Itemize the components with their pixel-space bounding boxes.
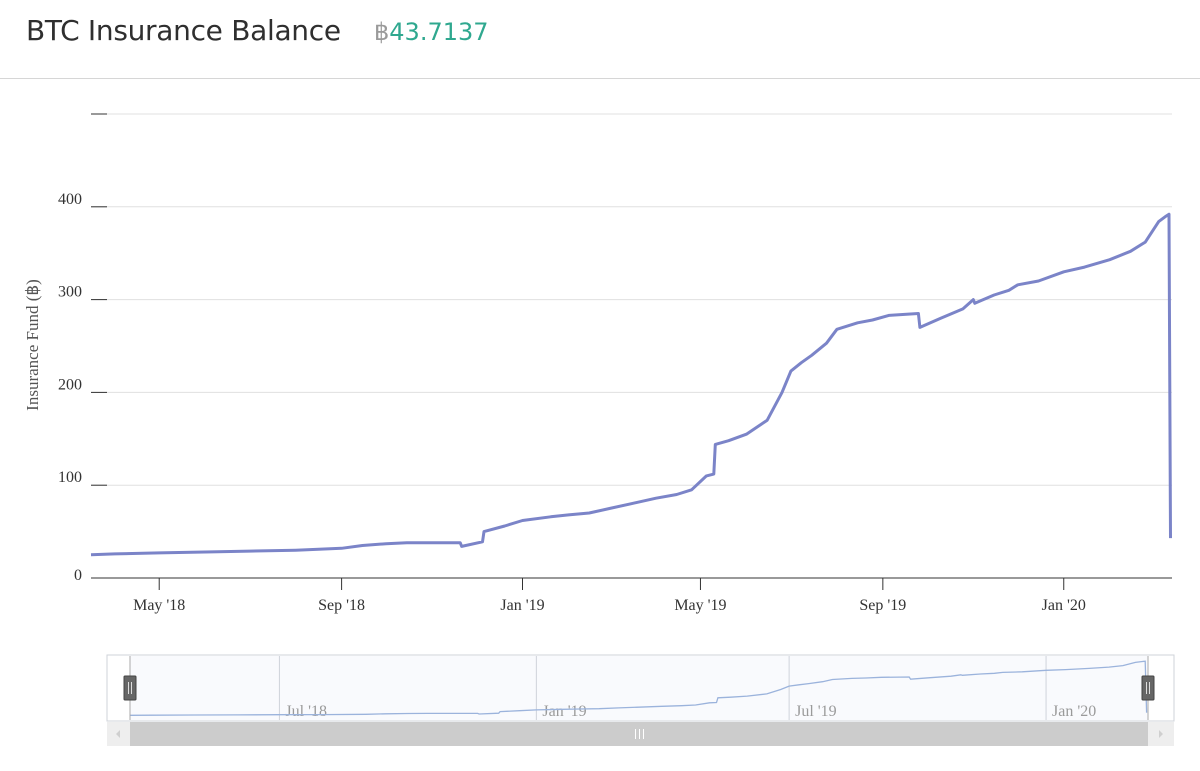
currency-symbol: ฿ — [374, 18, 390, 46]
navigator-tick-label: Jul '19 — [795, 703, 837, 720]
y-axis-label: Insurance Fund (฿) — [23, 279, 42, 411]
balance-readout: ฿43.7137 — [374, 18, 489, 46]
navigator[interactable]: Jul '18 Jan '19 Jul '19 Jan '20 — [106, 654, 1175, 722]
drag-handle-icon[interactable] — [123, 675, 137, 701]
scrollbar[interactable] — [107, 722, 1174, 746]
y-tick-label: 400 — [58, 191, 82, 208]
x-tick-label: May '18 — [133, 597, 185, 614]
x-tick-label: May '19 — [674, 597, 726, 614]
header: BTC Insurance Balance ฿43.7137 — [0, 0, 1200, 79]
series-line — [90, 212, 1172, 557]
navigator-series-line — [129, 660, 1148, 716]
x-tick-label: Sep '19 — [859, 597, 906, 614]
page-title: BTC Insurance Balance — [26, 14, 341, 47]
grip-icon — [635, 729, 644, 739]
y-tick-label: 300 — [58, 284, 82, 301]
x-axis-ticks: May '18 Sep '18 Jan '19 May '19 Sep '19 Jan '… — [133, 578, 1086, 614]
y-tick-label: 100 — [58, 469, 82, 486]
x-tick-label: Sep '18 — [318, 597, 365, 614]
navigator-selection[interactable] — [130, 656, 1148, 720]
x-tick-label: Jan '20 — [1042, 597, 1086, 614]
navigator-tick-label: Jan '19 — [542, 703, 586, 720]
scroll-right-arrow-icon[interactable] — [1159, 730, 1163, 738]
balance-value: 43.7137 — [389, 18, 489, 46]
navigator-tick-labels: Jul '18 Jan '19 Jul '19 Jan '20 — [285, 703, 1096, 720]
navigator-tick-label: Jul '18 — [285, 703, 327, 720]
scroll-left-arrow-icon[interactable] — [116, 730, 120, 738]
y-tick-label: 200 — [58, 376, 82, 393]
x-tick-label: Jan '19 — [500, 597, 544, 614]
y-tick-label: 0 — [74, 567, 82, 584]
navigator-frame — [106, 654, 1175, 722]
drag-handle-icon[interactable] — [1141, 675, 1155, 701]
grid-lines — [91, 113, 1172, 486]
y-axis-ticks: 0 100 200 300 400 — [58, 191, 82, 584]
navigator-tick-label: Jan '20 — [1052, 703, 1096, 720]
